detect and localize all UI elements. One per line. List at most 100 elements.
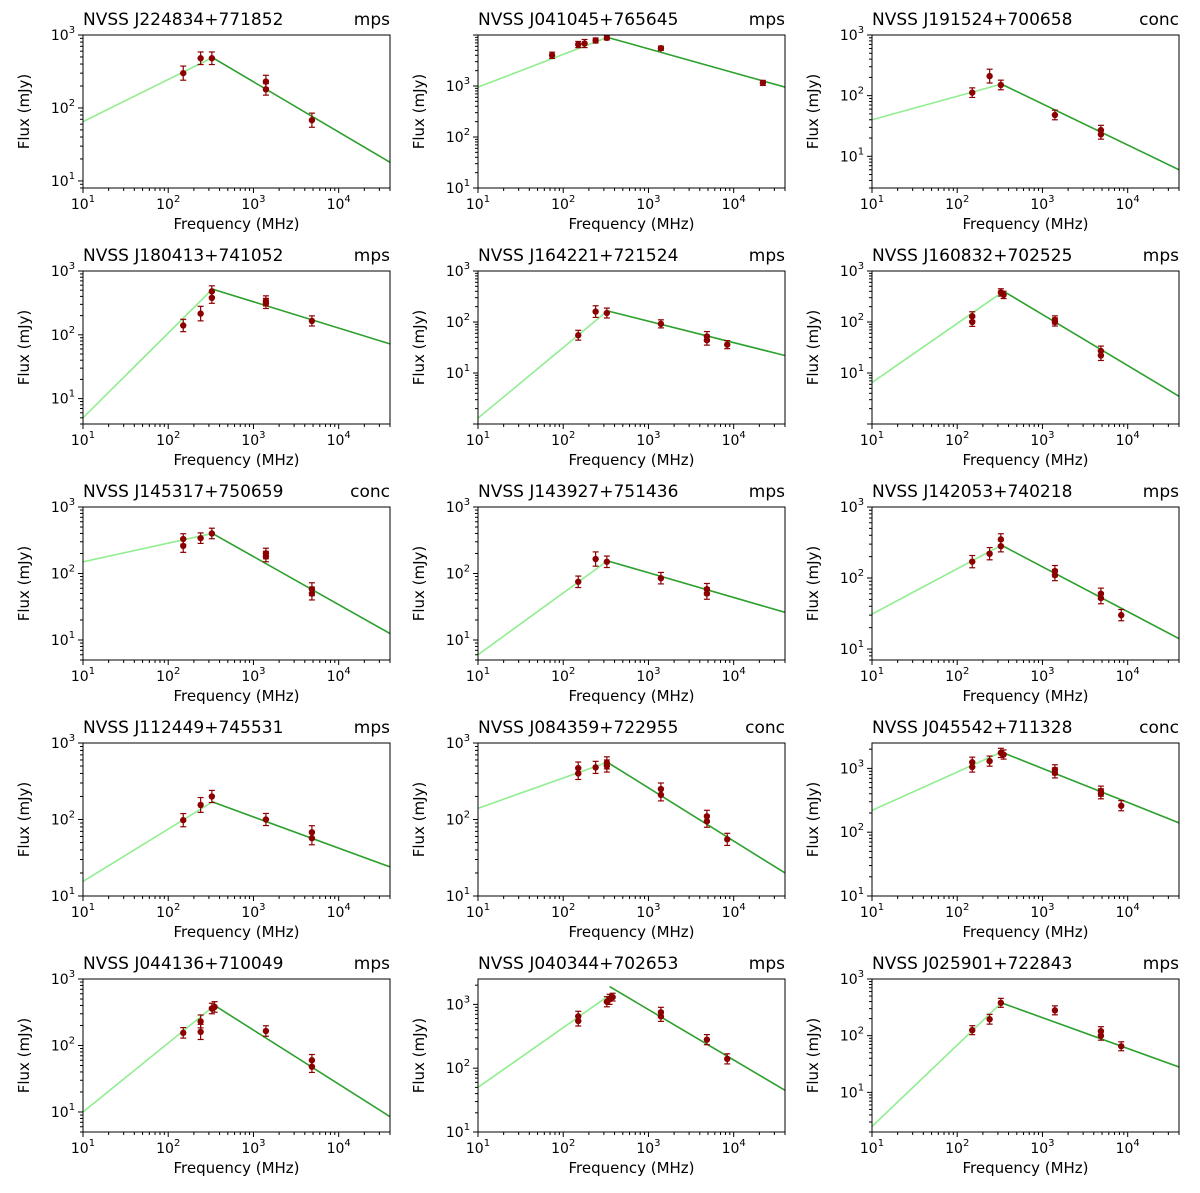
x-tick-label: 104 [1116, 430, 1140, 449]
data-marker [180, 1029, 187, 1037]
data-point [308, 315, 316, 327]
data-marker [308, 116, 316, 124]
fit-line-thick [872, 544, 1002, 615]
y-tick-label: 102 [446, 312, 470, 331]
data-point [180, 1026, 187, 1039]
y-tick-label: 102 [446, 810, 470, 829]
panel-class-label: mps [749, 482, 785, 502]
data-point [986, 546, 993, 561]
plot-area [83, 527, 390, 635]
data-point [592, 305, 599, 319]
data-marker [969, 558, 976, 565]
y-tick-label: 103 [840, 497, 864, 516]
axes-frame [477, 506, 786, 661]
data-point [592, 551, 599, 567]
data-point [1051, 568, 1059, 582]
data-marker [603, 558, 611, 565]
data-point [609, 992, 616, 1002]
x-tick-label: 103 [241, 666, 265, 685]
data-point [1051, 1005, 1059, 1016]
data-point [197, 305, 204, 322]
data-marker [1051, 318, 1059, 326]
y-tick-label: 103 [51, 497, 75, 516]
data-marker [657, 574, 665, 582]
data-point [724, 832, 731, 847]
fit-line-thick [478, 310, 608, 419]
panel-class-label: mps [749, 10, 785, 30]
data-point [581, 38, 588, 49]
panel-class-label: mps [749, 246, 785, 266]
data-marker [1097, 1032, 1105, 1039]
x-tick-label: 104 [722, 1138, 746, 1157]
data-point [1097, 128, 1105, 140]
y-tick-label: 102 [51, 98, 75, 117]
panel-7: NVSS J145317+750659 conc 101 102 103 104 101 10… [15, 482, 391, 705]
data-point [548, 51, 556, 59]
panel-2: NVSS J041045+765645 mps 101 102 103 104 101 102… [410, 10, 786, 233]
data-point [180, 812, 187, 828]
data-point [969, 554, 976, 569]
data-marker [197, 1028, 204, 1036]
y-tick-label: 102 [446, 563, 470, 582]
data-marker [724, 341, 731, 348]
y-tick-label: 101 [51, 389, 75, 408]
data-marker [724, 836, 731, 843]
data-point [575, 575, 582, 589]
data-point [1051, 767, 1059, 779]
x-tick-label: 104 [722, 666, 746, 685]
data-point [575, 329, 582, 341]
x-axis-label: Frequency (MHz) [173, 687, 299, 705]
y-tick-label: 103 [840, 969, 864, 988]
data-point [1118, 1041, 1125, 1052]
y-tick-label: 101 [840, 639, 864, 658]
data-point [969, 87, 976, 99]
panel-6: NVSS J160832+702525 mps 101 102 103 104 101 102… [804, 246, 1180, 469]
data-marker [581, 40, 588, 47]
fit-line-thick [478, 761, 608, 810]
data-marker [997, 81, 1005, 89]
x-axis-label: Frequency (MHz) [568, 451, 694, 469]
y-axis-label: Flux (mJy) [410, 782, 428, 858]
panel-class-label: mps [354, 10, 390, 30]
plot-area [872, 997, 1179, 1128]
panel-title: NVSS J045542+711328 [872, 718, 1072, 738]
data-marker [1097, 594, 1105, 602]
x-tick-label: 104 [327, 1138, 351, 1157]
data-point [703, 1034, 711, 1046]
x-axis-label: Frequency (MHz) [173, 923, 299, 941]
plot-area [478, 35, 785, 88]
data-marker [575, 332, 582, 339]
x-tick-label: 104 [722, 194, 746, 213]
x-tick-label: 104 [327, 666, 351, 685]
x-axis-label: Frequency (MHz) [173, 215, 299, 233]
panel-9: NVSS J142053+740218 mps 101 102 103 104 101 102… [804, 482, 1180, 705]
data-marker [603, 309, 611, 317]
panel-title: NVSS J142053+740218 [872, 482, 1072, 502]
x-tick-label: 101 [860, 902, 884, 921]
y-axis-label: Flux (mJy) [15, 546, 33, 622]
data-point [1097, 591, 1105, 605]
y-tick-label: 102 [840, 822, 864, 841]
plot-area [83, 285, 390, 419]
x-tick-label: 103 [1030, 666, 1054, 685]
fit-line-thick [872, 1002, 1002, 1128]
fit-line-thick [478, 994, 611, 1089]
data-point [592, 37, 599, 44]
x-axis-label: Frequency (MHz) [568, 215, 694, 233]
data-point [986, 755, 993, 767]
y-axis-label: Flux (mJy) [410, 1018, 428, 1094]
x-tick-label: 101 [860, 430, 884, 449]
y-axis-label: Flux (mJy) [410, 546, 428, 622]
data-marker [657, 791, 665, 799]
y-tick-label: 103 [51, 261, 75, 280]
y-tick-label: 103 [446, 994, 470, 1013]
panel-title: NVSS J040344+702653 [478, 954, 678, 974]
data-marker [724, 1055, 731, 1063]
axes-frame [82, 270, 391, 425]
data-point [308, 830, 316, 846]
data-point [1097, 349, 1105, 362]
data-point [575, 766, 582, 781]
data-marker [180, 69, 187, 77]
data-point [969, 316, 976, 328]
fit-line-thick [83, 288, 213, 419]
